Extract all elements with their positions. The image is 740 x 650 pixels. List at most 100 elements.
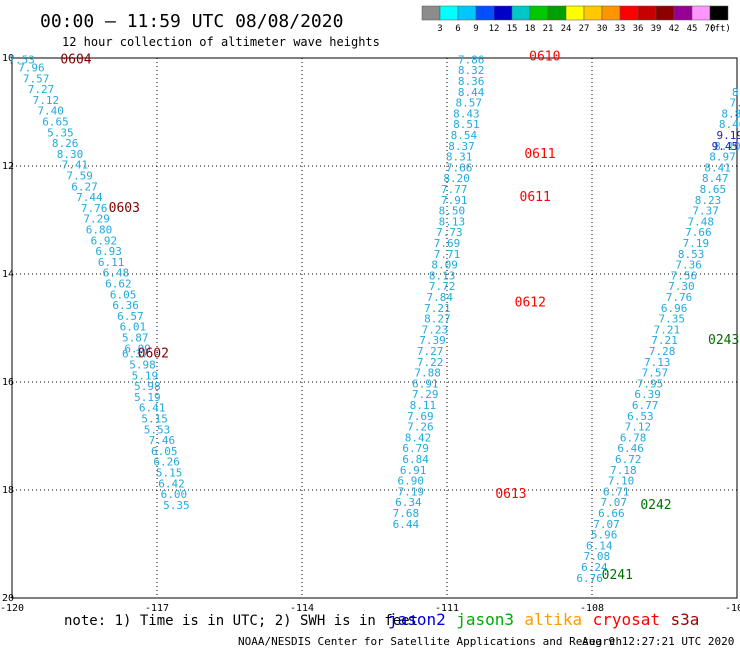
wave-height-point: 6.01 bbox=[120, 321, 147, 334]
wave-height-point: 6.62 bbox=[105, 278, 132, 291]
wave-height-point: 6.24 bbox=[581, 561, 608, 574]
wave-height-point: 7.30 bbox=[668, 280, 695, 293]
chart-title: 00:00 – 11:59 UTC 08/08/2020 bbox=[40, 11, 343, 32]
colorbar-swatch bbox=[637, 5, 657, 21]
wave-height-point: 6.36 bbox=[112, 299, 139, 312]
axis-ticks: -120 -117 -114 -111 -108 -105 10 12 14 16 18 20 bbox=[0, 53, 740, 614]
wave-height-point: 7.69 bbox=[434, 237, 461, 250]
wave-height-point: 6.96 bbox=[661, 302, 688, 315]
pass-time-label: 0613 bbox=[495, 487, 526, 502]
pass-time-label: 0602 bbox=[138, 347, 169, 362]
colorbar: 3 6 9 12 15 18 21 24 27 30 33 36 39 42 45 70(ft) bbox=[421, 5, 731, 34]
wave-height-point: 7.22 bbox=[417, 356, 444, 369]
wave-height-point: 7.41 bbox=[62, 159, 89, 172]
wave-height-point: 8.42 bbox=[405, 431, 432, 444]
colorbar-swatch bbox=[547, 5, 567, 21]
x-tick-label: -108 bbox=[580, 603, 604, 614]
wave-height-point: 6.42 bbox=[158, 477, 185, 490]
wave-height-point: 7.40 bbox=[37, 105, 64, 118]
colorbar-swatch bbox=[565, 5, 585, 21]
wave-height-point: 5.98 bbox=[129, 359, 156, 372]
colorbar-label: 70 bbox=[705, 24, 716, 34]
wave-height-point: 8.37 bbox=[448, 140, 475, 153]
wave-height-point: 6.80 bbox=[86, 224, 113, 237]
colorbar-unit: (ft) bbox=[709, 24, 731, 34]
wave-height-point: 7.7 bbox=[729, 97, 740, 110]
wave-height-point: 6.44 bbox=[393, 518, 420, 531]
wave-height-point: 8.13 bbox=[429, 269, 456, 282]
wave-height-point: 6.84 bbox=[402, 453, 429, 466]
pass-time-label: 0603 bbox=[109, 201, 140, 216]
wave-height-point: 8.54 bbox=[451, 129, 478, 142]
wave-height-point: 7.77 bbox=[441, 183, 468, 196]
wave-height-point: 6.66 bbox=[598, 507, 625, 520]
wave-height-point: 6.79 bbox=[402, 442, 429, 455]
wave-height-point: 7.76 bbox=[81, 202, 108, 215]
wave-height-point: 6.14 bbox=[586, 539, 613, 552]
colorbar-label: 12 bbox=[489, 24, 500, 34]
wave-height-point: 8.09 bbox=[431, 259, 458, 272]
wave-height-point: 6.72 bbox=[615, 453, 642, 466]
wave-height-point: 6.11 bbox=[98, 256, 125, 269]
wave-height-point: 5.53 bbox=[144, 423, 171, 436]
colorbar-swatch bbox=[601, 5, 621, 21]
wave-height-point: 6.57 bbox=[117, 310, 144, 323]
colorbar-label: 42 bbox=[669, 24, 680, 34]
plot-area: -120 -117 -114 -111 -108 -105 10 12 14 16 18 20 7.5… bbox=[0, 50, 740, 614]
wave-height-point: 8.41 bbox=[704, 161, 731, 174]
colorbar-label: 15 bbox=[507, 24, 518, 34]
y-tick-label: 14 bbox=[2, 269, 14, 280]
pass-time-label: 0610 bbox=[529, 50, 560, 65]
wave-height-point: 5.98 bbox=[134, 380, 161, 393]
footer-credit: NOAA/NESDIS Center for Satellite Applica… bbox=[238, 635, 622, 648]
colorbar-swatch bbox=[691, 5, 711, 21]
colorbar-label: 18 bbox=[525, 24, 536, 34]
time-labels: 0604060206030610061106110612061302024302… bbox=[60, 50, 739, 583]
wave-height-point: 7.66 bbox=[685, 226, 712, 239]
plot-frame bbox=[11, 57, 738, 599]
wave-height-point: 7.86 bbox=[458, 53, 485, 66]
wave-height-point: 8.30 bbox=[57, 148, 84, 161]
colorbar-label: 36 bbox=[633, 24, 644, 34]
legend-item-altika: altika bbox=[524, 610, 582, 629]
wave-height-point: 7.71 bbox=[434, 248, 461, 261]
wave-height-point: 7.48 bbox=[688, 215, 715, 228]
wave-height-point: 5.87 bbox=[122, 332, 149, 345]
wave-height-point: 6.41 bbox=[139, 402, 166, 415]
wave-height-point: 6.76 bbox=[576, 572, 603, 585]
legend-note: note: 1) Time is in UTC; 2) SWH is in fe… bbox=[64, 613, 418, 629]
wave-height-point: 8.26 bbox=[52, 137, 79, 150]
wave-height-point: 8.20 bbox=[443, 172, 470, 185]
wave-height-point: 6.34 bbox=[395, 496, 422, 509]
wave-height-point: 8.57 bbox=[456, 97, 483, 110]
wave-height-point: 7.18 bbox=[610, 464, 637, 477]
wave-height-point: 8.13 bbox=[439, 215, 466, 228]
x-tick-label: -114 bbox=[290, 603, 314, 614]
wave-height-point: 7.29 bbox=[83, 213, 110, 226]
x-tick-label: -111 bbox=[435, 603, 459, 614]
wave-height-point: 8.44 bbox=[458, 86, 485, 99]
wave-height-point: 7.37 bbox=[692, 205, 719, 218]
wave-height-point: 6.37 bbox=[122, 348, 149, 361]
wave-height-point: 7.66 bbox=[446, 161, 473, 174]
colorbar-swatch bbox=[583, 5, 603, 21]
wave-height-point: 5.96 bbox=[591, 529, 618, 542]
colorbar-swatch bbox=[619, 5, 639, 21]
wave-height-point: 7.21 bbox=[424, 302, 451, 315]
wave-height-point: 7.19 bbox=[398, 485, 425, 498]
colorbar-swatch bbox=[439, 5, 459, 21]
wave-height-point: 5.15 bbox=[141, 413, 168, 426]
wave-height-point: 6.00 bbox=[161, 488, 188, 501]
satellite-legend: jason2 jason3 altika cryosat s3a bbox=[388, 610, 699, 629]
wave-height-point: 6.90 bbox=[398, 475, 425, 488]
wave-height-point: 7.12 bbox=[625, 421, 652, 434]
wave-height-point: 6.91 bbox=[400, 464, 427, 477]
y-tick-label: 18 bbox=[2, 485, 14, 496]
colorbar-label: 27 bbox=[579, 24, 590, 34]
wave-height-point: 7.23 bbox=[422, 323, 449, 336]
wave-height-point: 8.43 bbox=[453, 107, 480, 120]
wave-height-point: 7.46 bbox=[149, 434, 176, 447]
wave-height-point: 7.27 bbox=[28, 83, 55, 96]
wave-height-point: 7.44 bbox=[76, 191, 103, 204]
y-tick-label: 16 bbox=[2, 377, 14, 388]
